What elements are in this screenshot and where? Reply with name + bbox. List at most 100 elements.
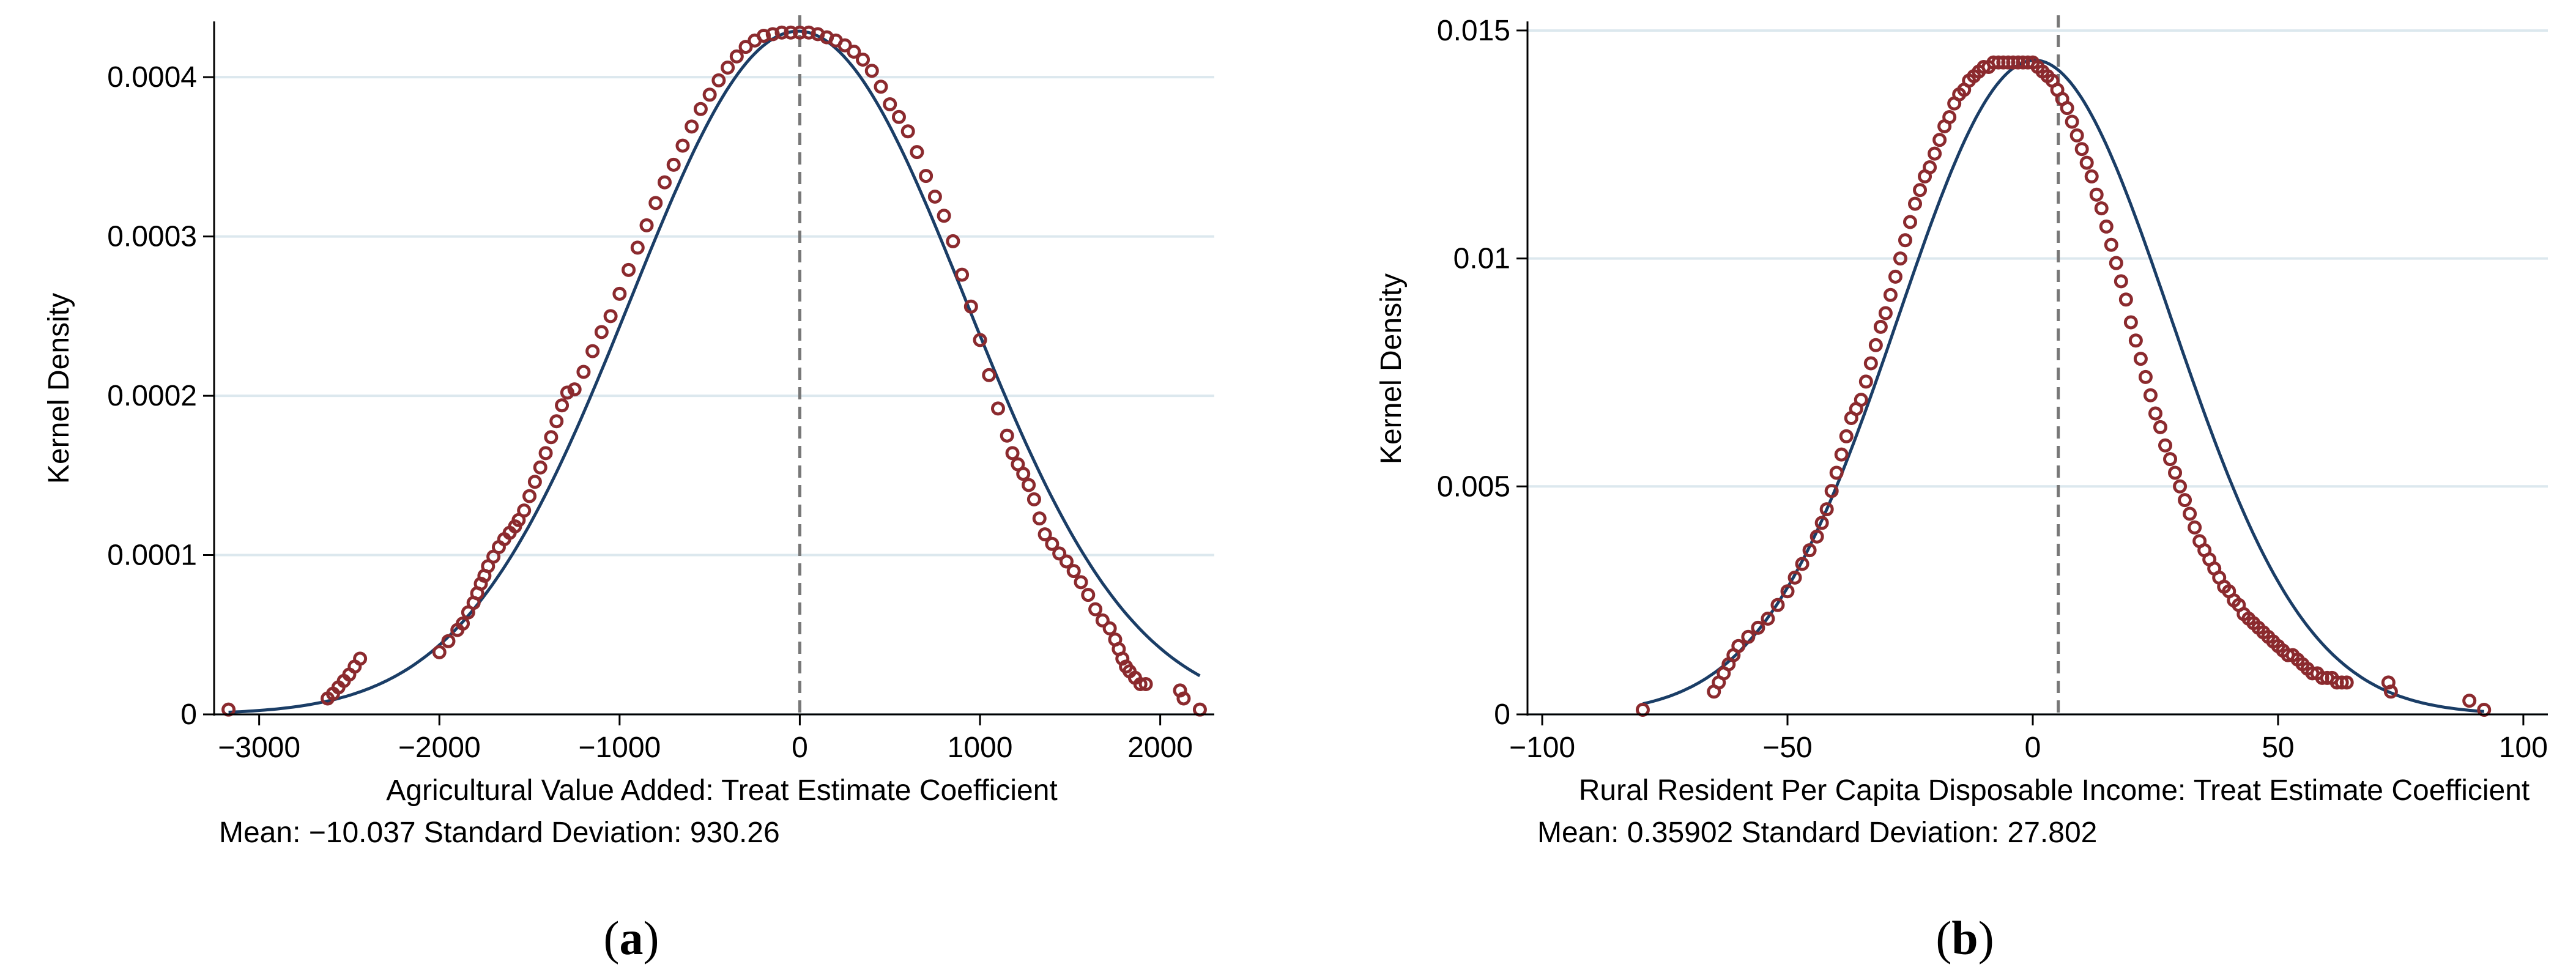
kernel-point [1858,374,1873,389]
y-tick-label: 0.015 [1437,15,1510,47]
kernel-point [1088,602,1103,617]
kernel-point [864,64,879,78]
panel-a-x-axis-title: Agricultural Value Added: Treat Estimate… [386,774,1057,807]
kernel-point [955,267,970,282]
kernel-point [919,169,934,183]
kernel-point [874,80,888,94]
kernel-point [1824,484,1839,498]
kernel-point [1780,584,1795,599]
kernel-point [1913,183,1928,198]
kernel-point [2074,142,2089,157]
kernel-point [2148,406,2162,421]
y-tick-label: 0 [1494,698,1510,731]
kernel-point [721,61,735,75]
kernel-point [738,40,753,54]
y-tick-label: 0.0002 [107,380,197,412]
kernel-point [2114,274,2128,289]
kernel-point [2188,520,2202,535]
panel-b-y-axis-title: Kernel Density [1375,273,1408,464]
kernel-point [702,87,717,102]
kernel-point [576,365,591,379]
kernel-point [1878,306,1893,320]
kernel-point [837,38,852,53]
kernel-point [792,25,807,40]
y-tick-label: 0.0003 [107,221,197,253]
kernel-point [1932,133,1947,147]
kernel-point [544,430,559,445]
kernel-point [567,382,582,397]
kernel-point [801,25,816,40]
x-tick-label: 2000 [1127,732,1193,764]
kernel-point [1863,356,1878,371]
kernel-point [990,401,1005,416]
panel-a-y-axis-title: Kernel Density [43,293,75,484]
kernel-point [1176,691,1191,706]
kernel-point [2109,256,2123,270]
kernel-point [630,240,645,255]
kernel-point [533,460,547,475]
kernel-point [549,414,564,429]
kernel-point [1873,319,1888,334]
kernel-point [2133,352,2148,366]
x-tick-label: −50 [1762,732,1812,764]
kernel-point [2339,675,2354,690]
y-tick-label: 0.0001 [107,539,197,572]
kernel-point [982,368,997,382]
kernel-point [1814,516,1829,530]
kernel-point [1829,465,1844,480]
kernel-point [2334,675,2349,690]
x-tick-label: −1000 [578,732,661,764]
kernel-point [1898,233,1912,248]
kernel-point [441,634,456,648]
kernel-point [1102,621,1117,635]
panel-a-axes [213,21,1214,716]
kernel-point [1026,492,1041,506]
kernel-point [910,145,924,160]
kernel-point [1037,527,1052,542]
kernel-point [648,196,663,210]
kernel-point [685,119,699,134]
panel-b-x-axis-title: Rural Resident Per Capita Disposable Inc… [1579,774,2530,807]
kernel-point [2383,684,2398,699]
panel-a-y-ticks: 0 0.0001 0.0002 0.0003 0.0004 [107,61,214,731]
kernel-point [1081,588,1096,602]
kernel-point [757,28,771,43]
kernel-point [1923,160,1937,175]
x-tick-label: 1000 [948,732,1013,764]
x-tick-label: 0 [2025,732,2041,764]
kernel-point [2118,292,2133,307]
x-tick-label: −3000 [218,732,300,764]
kernel-point [900,124,915,139]
kernel-point [1016,467,1031,481]
kernel-point [2099,219,2114,234]
kernel-point [1903,215,1917,229]
kernel-point [560,385,574,400]
kernel-point [612,286,627,301]
panel-a-normal-curve [228,29,1201,714]
y-tick-label: 0.01 [1453,243,1510,275]
kernel-point [2477,703,2492,717]
kernel-point [585,344,600,358]
kernel-point [2094,201,2109,216]
kernel-point [522,489,537,503]
kernel-point [517,503,532,518]
kernel-point [2183,506,2197,521]
kernel-point [1635,703,1650,717]
x-tick-label: −2000 [398,732,481,764]
kernel-point [1000,428,1014,443]
kernel-point [1834,447,1849,462]
kernel-point [1787,570,1802,585]
kernel-point [883,97,897,111]
kernel-point [456,617,470,631]
kernel-point [527,475,542,489]
kernel-point [973,333,987,347]
kernel-point [1005,446,1020,461]
kernel-point [639,218,654,232]
kernel-point [1810,529,1824,544]
kernel-point [1819,502,1834,517]
kernel-point [1751,620,1765,635]
kernel-point [729,49,744,64]
kernel-point [937,209,951,223]
kernel-point [1095,613,1110,628]
